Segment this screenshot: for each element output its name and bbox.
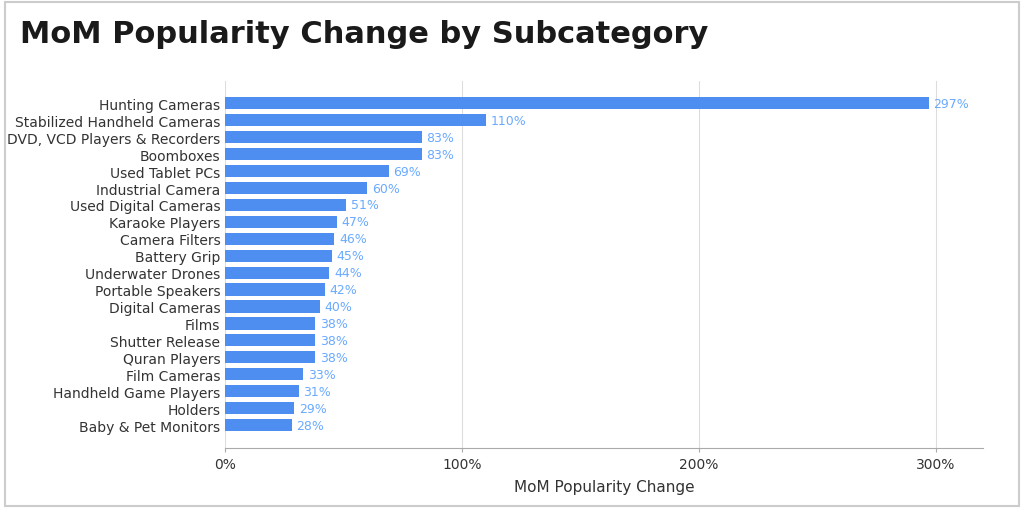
Bar <box>225 98 929 110</box>
Text: 83%: 83% <box>427 149 455 161</box>
Text: 44%: 44% <box>334 267 361 279</box>
Bar <box>225 200 346 212</box>
Bar <box>225 284 325 296</box>
Bar <box>225 385 299 398</box>
Text: 38%: 38% <box>319 317 348 330</box>
Text: 51%: 51% <box>351 199 379 212</box>
Text: 60%: 60% <box>372 182 400 195</box>
Text: 33%: 33% <box>308 368 336 381</box>
Bar <box>225 132 422 144</box>
Bar <box>225 115 485 127</box>
Text: 69%: 69% <box>393 165 421 178</box>
Text: 45%: 45% <box>337 250 365 263</box>
Bar <box>225 334 315 347</box>
Bar <box>225 402 294 414</box>
Bar <box>225 352 315 364</box>
Text: 110%: 110% <box>490 115 526 128</box>
Bar <box>225 301 319 313</box>
Text: MoM Popularity Change by Subcategory: MoM Popularity Change by Subcategory <box>20 20 709 49</box>
Text: 297%: 297% <box>933 98 969 110</box>
Bar <box>225 233 334 245</box>
Text: 38%: 38% <box>319 334 348 347</box>
Text: 83%: 83% <box>427 131 455 145</box>
Bar <box>225 267 330 279</box>
Bar <box>225 318 315 330</box>
Text: 42%: 42% <box>330 284 357 297</box>
Text: 29%: 29% <box>299 402 327 415</box>
Bar <box>225 183 368 195</box>
Text: 28%: 28% <box>296 419 325 432</box>
Text: 38%: 38% <box>319 351 348 364</box>
Bar <box>225 165 389 178</box>
Text: 47%: 47% <box>341 216 370 229</box>
Bar <box>225 250 332 262</box>
Text: 40%: 40% <box>325 300 352 314</box>
Bar <box>225 369 303 381</box>
Bar <box>225 149 422 161</box>
Text: 46%: 46% <box>339 233 367 246</box>
Text: 31%: 31% <box>303 385 331 398</box>
Bar <box>225 419 292 431</box>
X-axis label: MoM Popularity Change: MoM Popularity Change <box>514 479 694 494</box>
Bar <box>225 216 337 229</box>
